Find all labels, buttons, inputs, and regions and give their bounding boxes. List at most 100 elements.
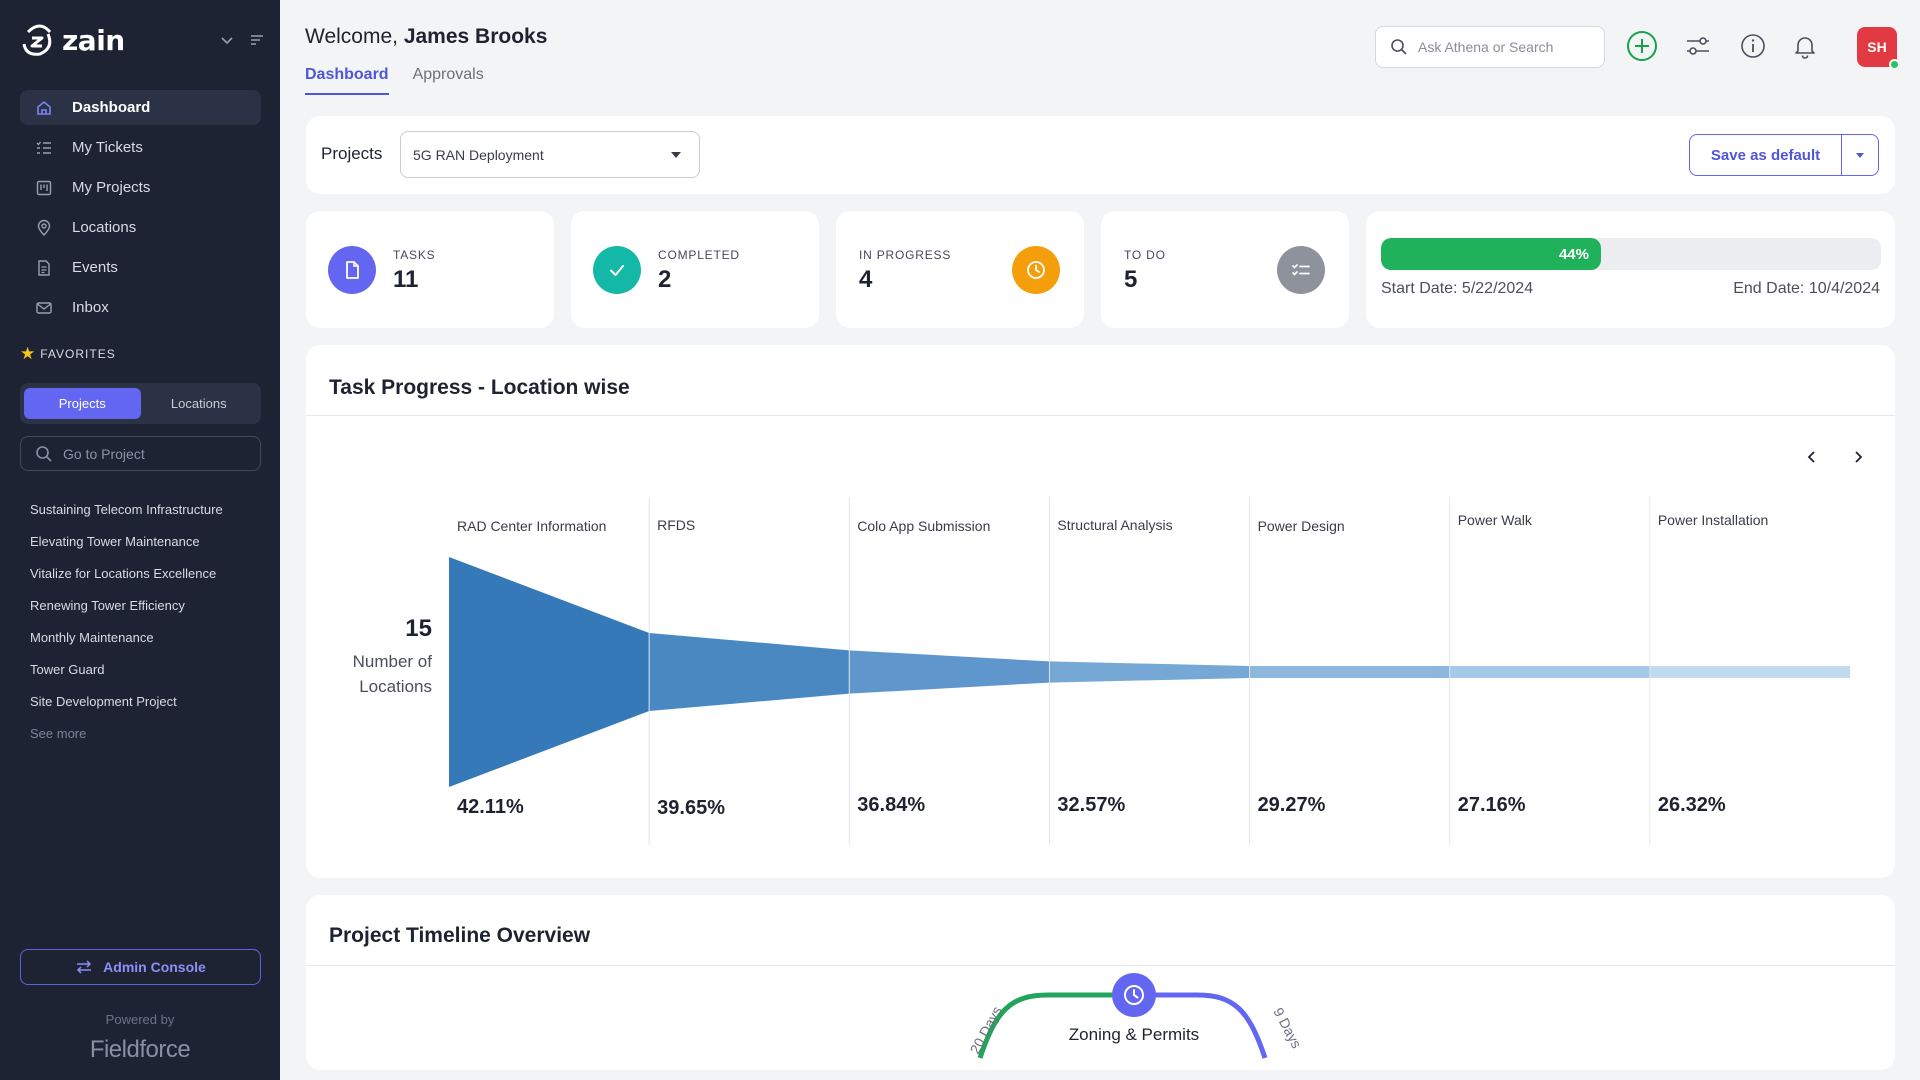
favorite-project-item[interactable]: Sustaining Telecom Infrastructure	[30, 501, 223, 517]
save-options-dropdown[interactable]	[1842, 135, 1878, 175]
tab-approvals[interactable]: Approvals	[412, 66, 484, 83]
funnel-segment[interactable]	[1249, 666, 1450, 678]
funnel-segment[interactable]	[849, 650, 1050, 694]
project-selector-card: Projects 5G RAN Deployment Save as defau…	[306, 116, 1895, 194]
sidebar-item-my-projects[interactable]: My Projects	[20, 170, 261, 205]
add-circle-icon[interactable]	[1626, 30, 1658, 62]
funnel-segment[interactable]	[1049, 661, 1250, 683]
sidebar-item-events[interactable]: Events	[20, 250, 261, 285]
funnel-value-label: 36.84%	[857, 794, 925, 816]
stat-label: TO DO	[1124, 248, 1166, 262]
stat-card-tasks: TASKS 11	[306, 211, 554, 328]
save-default-group: Save as default	[1689, 134, 1879, 176]
search-icon	[36, 445, 52, 462]
tab-dashboard[interactable]: Dashboard	[305, 66, 389, 95]
segment-locations[interactable]: Locations	[170, 396, 227, 411]
user-name: James Brooks	[403, 25, 548, 48]
selected-project: 5G RAN Deployment	[413, 146, 544, 163]
funnel-value-label: 29.27%	[1258, 794, 1326, 816]
funnel-category-label: Colo App Submission	[857, 518, 990, 534]
chevron-right-icon[interactable]	[1844, 443, 1872, 471]
funnel-segment[interactable]	[1649, 666, 1850, 678]
see-more-link[interactable]: See more	[30, 725, 87, 741]
go-to-project-placeholder: Go to Project	[63, 445, 145, 462]
map-pin-icon	[34, 218, 54, 238]
sort-lines-icon[interactable]	[249, 32, 265, 48]
funnel-value-label: 32.57%	[1057, 794, 1125, 816]
start-date: Start Date: 5/22/2024	[1381, 280, 1534, 297]
clock-icon	[1012, 246, 1060, 294]
sidebar-item-dashboard[interactable]: Dashboard	[20, 90, 261, 125]
document-icon	[34, 258, 54, 278]
sidebar-item-label: Dashboard	[72, 99, 151, 116]
funnel-total-value: 15	[405, 615, 432, 642]
admin-console-button[interactable]: Admin Console	[20, 949, 261, 985]
favorite-project-item[interactable]: Tower Guard	[30, 661, 105, 677]
timeline-graphic: Zoning & Permits 20 Days 9 Days	[967, 973, 1305, 1059]
favorites-segmented-control: Projects Locations	[20, 383, 261, 424]
filter-sliders-icon[interactable]	[1682, 30, 1714, 62]
stat-value: 2	[658, 266, 672, 293]
sidebar: zain Dashboard My Tickets My Projects Lo…	[0, 0, 280, 1080]
caret-down-icon	[1856, 152, 1864, 158]
admin-console-label: Admin Console	[103, 959, 206, 975]
funnel-segment[interactable]	[649, 633, 850, 711]
project-progress-card: 44% Start Date: 5/22/2024 End Date: 10/4…	[1366, 211, 1895, 328]
funnel-category-label: RFDS	[657, 517, 695, 533]
stat-value: 11	[393, 266, 419, 293]
sidebar-item-label: Inbox	[72, 299, 109, 316]
sidebar-item-label: My Projects	[72, 179, 151, 196]
task-progress-card: Task Progress - Location wise 15 Number …	[306, 345, 1895, 878]
sidebar-item-my-tickets[interactable]: My Tickets	[20, 130, 261, 165]
go-to-project-input[interactable]: Go to Project	[20, 436, 261, 471]
checklist-icon	[1277, 246, 1325, 294]
global-search-input[interactable]: Ask Athena or Search	[1375, 26, 1605, 68]
favorite-project-item[interactable]: Elevating Tower Maintenance	[30, 533, 200, 549]
funnel-category-label: Power Walk	[1458, 512, 1533, 528]
stat-label: TASKS	[393, 248, 436, 262]
brand-name: zain	[62, 23, 125, 57]
funnel-category-label: RAD Center Information	[457, 518, 606, 534]
favorite-project-item[interactable]: Renewing Tower Efficiency	[30, 597, 185, 613]
favorite-project-item[interactable]: Vitalize for Locations Excellence	[30, 565, 217, 581]
list-checks-icon	[34, 138, 54, 158]
favorites-list: Sustaining Telecom Infrastructure Elevat…	[30, 493, 270, 749]
chevron-down-icon[interactable]	[219, 32, 235, 48]
mail-icon	[34, 298, 54, 318]
progress-bar: 44%	[1381, 238, 1881, 270]
avatar-initials: SH	[1867, 39, 1887, 55]
funnel-segment[interactable]	[449, 557, 650, 787]
funnel-value-label: 26.32%	[1658, 794, 1726, 816]
funnel-chart: 15 Number of Locations RAD Center Inform…	[353, 497, 1850, 845]
card-divider	[306, 415, 1895, 416]
info-icon[interactable]	[1737, 30, 1769, 62]
kanban-icon	[34, 178, 54, 198]
project-timeline-card: Project Timeline Overview Zoning & Permi…	[306, 895, 1895, 1070]
funnel-category-label: Power Design	[1258, 518, 1345, 534]
stat-label: IN PROGRESS	[859, 248, 952, 262]
user-avatar[interactable]: SH	[1857, 27, 1900, 70]
progress-percent: 44%	[1558, 245, 1589, 263]
zain-logo-icon	[22, 24, 52, 56]
end-date: End Date: 10/4/2024	[1733, 280, 1880, 297]
favorite-project-item[interactable]: Site Development Project	[30, 693, 177, 709]
task-progress-title: Task Progress - Location wise	[329, 376, 630, 399]
stat-value: 4	[859, 266, 873, 293]
swap-arrows-icon	[77, 960, 92, 974]
sidebar-item-inbox[interactable]: Inbox	[20, 290, 261, 325]
powered-by-text: Powered by	[105, 1012, 175, 1027]
welcome-prefix: Welcome,	[305, 25, 398, 48]
check-icon	[593, 246, 641, 294]
funnel-segment[interactable]	[1449, 666, 1650, 678]
sidebar-item-locations[interactable]: Locations	[20, 210, 261, 245]
search-icon	[1391, 39, 1407, 55]
favorite-project-item[interactable]: Monthly Maintenance	[30, 629, 154, 645]
favorites-heading-label: FAVORITES	[40, 347, 116, 361]
segment-projects[interactable]: Projects	[24, 388, 141, 419]
project-dropdown[interactable]: 5G RAN Deployment	[400, 131, 700, 178]
bell-icon[interactable]	[1789, 30, 1821, 62]
save-as-default-button[interactable]: Save as default	[1690, 135, 1842, 175]
chevron-left-icon[interactable]	[1798, 443, 1826, 471]
funnel-value-label: 39.65%	[657, 797, 725, 819]
sidebar-item-label: Events	[72, 259, 118, 276]
